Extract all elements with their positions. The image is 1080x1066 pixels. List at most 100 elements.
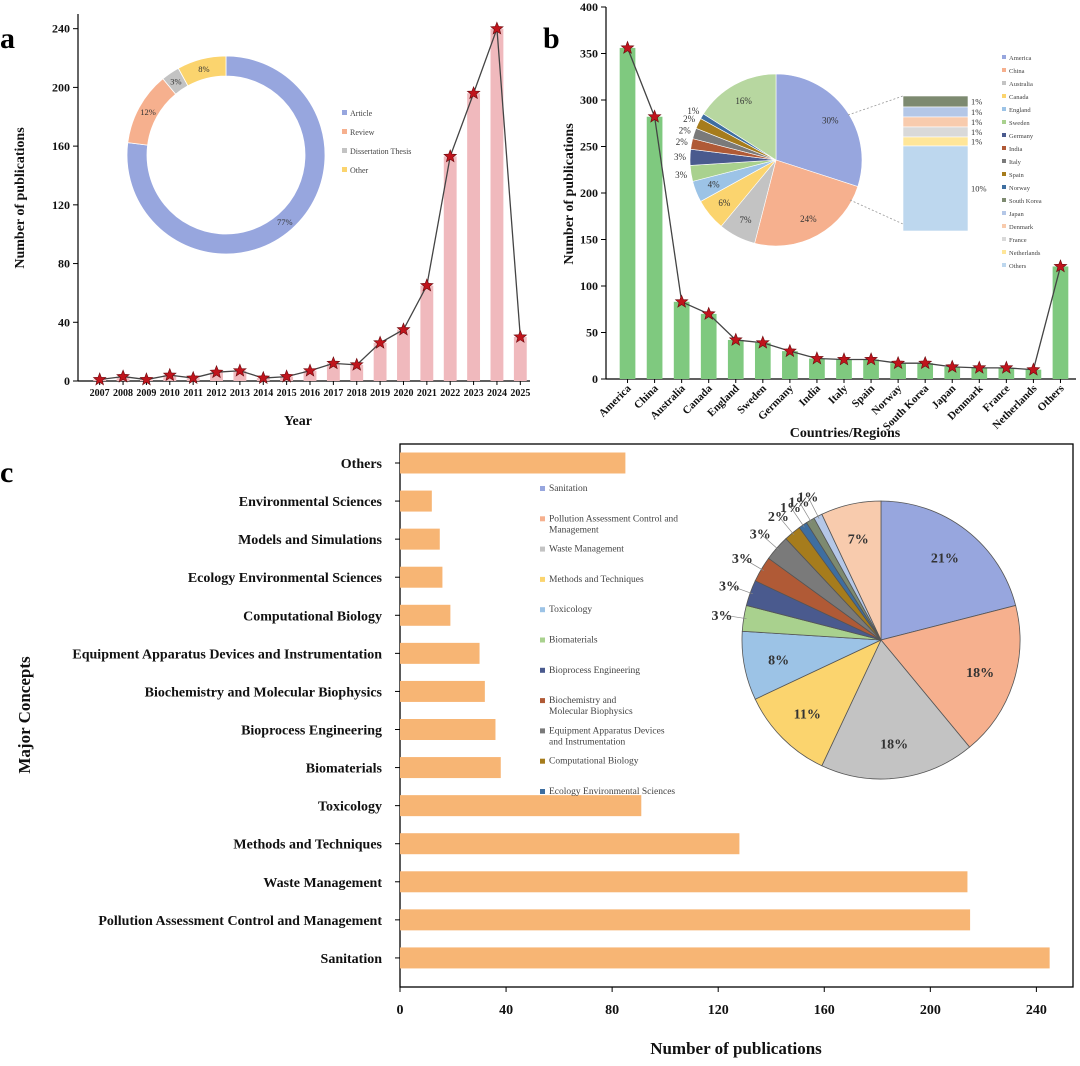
bar-c-Sanitation	[400, 947, 1050, 969]
y-tick-label-b: 300	[580, 93, 598, 107]
donut-legend-swatch-Article	[342, 110, 347, 115]
pie-b-pct-Canada: 6%	[718, 198, 731, 208]
pie-c-pct-Waste Management: 18%	[880, 737, 908, 752]
pie-b-legend-label-Canada: Canada	[1009, 94, 1029, 101]
pie-c-leader-Biomaterials	[721, 614, 747, 620]
bar-b-Canada	[700, 313, 717, 379]
pie-c-legend-label-Bioprocess Engineering: Bioprocess Engineering	[549, 666, 640, 676]
star-marker-a-2024	[490, 21, 504, 35]
y-tick-label-c-Waste Management: Waste Management	[263, 876, 382, 891]
x-tick-label-a-2020: 2020	[393, 388, 413, 399]
donut-legend-label-Review: Review	[350, 128, 375, 137]
pie-c-legend-swatch-Biomaterials	[540, 637, 545, 643]
pie-c-pct-Biochemistry and Molecular Biophysics: 3%	[732, 552, 753, 567]
pie-b-legend-swatch-Canada	[1002, 94, 1006, 98]
pie-c-legend-label-cont-Pollution Assessment Control and Management: Management	[549, 525, 599, 535]
pie-c-legend-swatch-Pollution Assessment Control and Management	[540, 516, 545, 522]
x-tick-label-a-2021: 2021	[417, 388, 437, 399]
x-tick-label-a-2014: 2014	[253, 388, 273, 399]
pie-b-legend-swatch-India	[1002, 146, 1006, 150]
pie-b-slice-China	[754, 159, 859, 247]
x-tick-label-c: 80	[605, 1003, 619, 1018]
x-tick-label-c: 0	[397, 1003, 404, 1018]
pie-c-legend-swatch-Bioprocess Engineering	[540, 667, 545, 673]
bar-b-Australia	[673, 301, 690, 379]
x-tick-label-a-2010: 2010	[160, 388, 180, 399]
bar-c-Methods and Techniques	[400, 833, 740, 855]
pie-b-legend-swatch-Others	[1002, 263, 1006, 267]
star-marker-b-Norway	[891, 355, 906, 370]
pie-c-pct-Bioprocess Engineering: 3%	[719, 579, 740, 594]
pie-b-bar-pct-South Korea: 1%	[971, 97, 982, 107]
star-marker-a-2020	[396, 322, 411, 336]
y-tick-label-c-Pollution Assessment Control and Management: Pollution Assessment Control and Managem…	[98, 914, 382, 929]
bar-c-Environmental Sciences	[400, 490, 432, 512]
star-marker-a-2021	[419, 278, 434, 292]
bar-c-Bioprocess Engineering	[400, 719, 496, 740]
x-tick-label-a-2018: 2018	[347, 388, 367, 399]
pie-b-slice-Other (pie of pie)	[702, 73, 777, 161]
pie-b-legend-label-Norway: Norway	[1009, 185, 1031, 192]
x-axis-title-b: Countries/Regions	[790, 426, 901, 441]
x-tick-label-a-2017: 2017	[323, 388, 343, 399]
pie-c-pct-Equipment Apparatus Devices and Instrumentation: 3%	[750, 528, 771, 543]
panel-b: b 0 50 100 150 200 250 300 350 400 America China Aus…	[543, 0, 1076, 441]
donut-legend-label-Article: Article	[350, 109, 373, 118]
pie-c-slice-Methods and Techniques	[754, 639, 882, 767]
y-tick-label-c-Toxicology: Toxicology	[318, 800, 382, 815]
y-tick-label-c-Ecology Environmental Sciences: Ecology Environmental Sciences	[188, 571, 383, 586]
pie-b-connector-bottom	[849, 199, 904, 225]
bar-c-Others	[400, 452, 626, 474]
x-tick-label-a-2015: 2015	[277, 388, 297, 399]
x-tick-label-b-Italy: Italy	[826, 382, 850, 406]
pie-b-legend-swatch-England	[1002, 107, 1006, 111]
x-tick-label-a-2022: 2022	[440, 388, 460, 399]
pie-b-legend-label-Netherlands: Netherlands	[1009, 250, 1041, 257]
bar-b-South Korea	[917, 363, 934, 379]
bar-b-Germany	[782, 351, 798, 379]
bar-c-Biochemistry and Molecular Biophysics	[400, 680, 485, 702]
pie-b-legend-label-South Korea: South Korea	[1009, 198, 1042, 205]
y-axis-title-b: Number of publications	[562, 123, 577, 265]
pie-b-legend-label-France: France	[1009, 237, 1027, 244]
pie-b-legend-swatch-Italy	[1002, 159, 1006, 163]
bar-b-Japan	[944, 366, 961, 379]
pie-b-legend-label-India: India	[1009, 146, 1022, 153]
pie-b-legend-label-America: America	[1009, 55, 1031, 62]
bar-a-2020	[397, 329, 410, 381]
y-tick-label-b: 100	[580, 279, 598, 293]
pie-b-legend-label-Others: Others	[1009, 263, 1027, 270]
pie-c-pct-Environmental Sciences: 1%	[797, 491, 818, 506]
pie-c-legend-swatch-Methods and Techniques	[540, 576, 545, 582]
star-marker-a-2018	[349, 357, 364, 371]
star-marker-b-Japan	[945, 359, 960, 373]
plot-frame-c	[399, 443, 1074, 988]
star-marker-a-2015	[279, 369, 294, 383]
pie-b-pct-England: 4%	[708, 180, 721, 190]
pie-b-legend-label-England: England	[1009, 107, 1031, 114]
y-tick-label-a: 240	[52, 22, 70, 36]
pie-c-slice-Pollution Assessment Control and Management	[880, 604, 1021, 748]
y-tick-label-a: 160	[52, 139, 70, 153]
x-tick-label-c: 240	[1026, 1003, 1047, 1018]
pie-c-legend-label-Methods and Techniques: Methods and Techniques	[549, 575, 644, 585]
y-tick-label-c-Computational Biology: Computational Biology	[243, 609, 382, 624]
bar-c-Ecology Environmental Sciences	[400, 566, 443, 588]
bar-a-2022	[443, 156, 457, 381]
pie-c-leader-Environmental Sciences	[807, 496, 820, 519]
x-axis-title-a: Year	[284, 414, 312, 429]
star-marker-a-2025	[513, 329, 528, 343]
pie-c-legend-label-Biochemistry and Molecular Biophysics: Biochemistry and	[549, 696, 617, 706]
x-tick-label-a-2024: 2024	[487, 388, 507, 399]
pie-c-pct-Computational Biology: 2%	[768, 510, 789, 525]
panel-label-c: c	[0, 456, 13, 489]
star-marker-b-China	[647, 109, 662, 123]
pie-b-bar-pct-France: 1%	[971, 127, 982, 137]
y-tick-label-b: 200	[580, 186, 598, 200]
bar-c-Pollution Assessment Control and Management	[400, 909, 971, 931]
star-marker-a-2019	[373, 335, 388, 349]
x-tick-label-b-India: India	[797, 382, 824, 409]
x-tick-label-c: 120	[708, 1003, 729, 1018]
pie-b-legend-label-Spain: Spain	[1009, 172, 1025, 179]
